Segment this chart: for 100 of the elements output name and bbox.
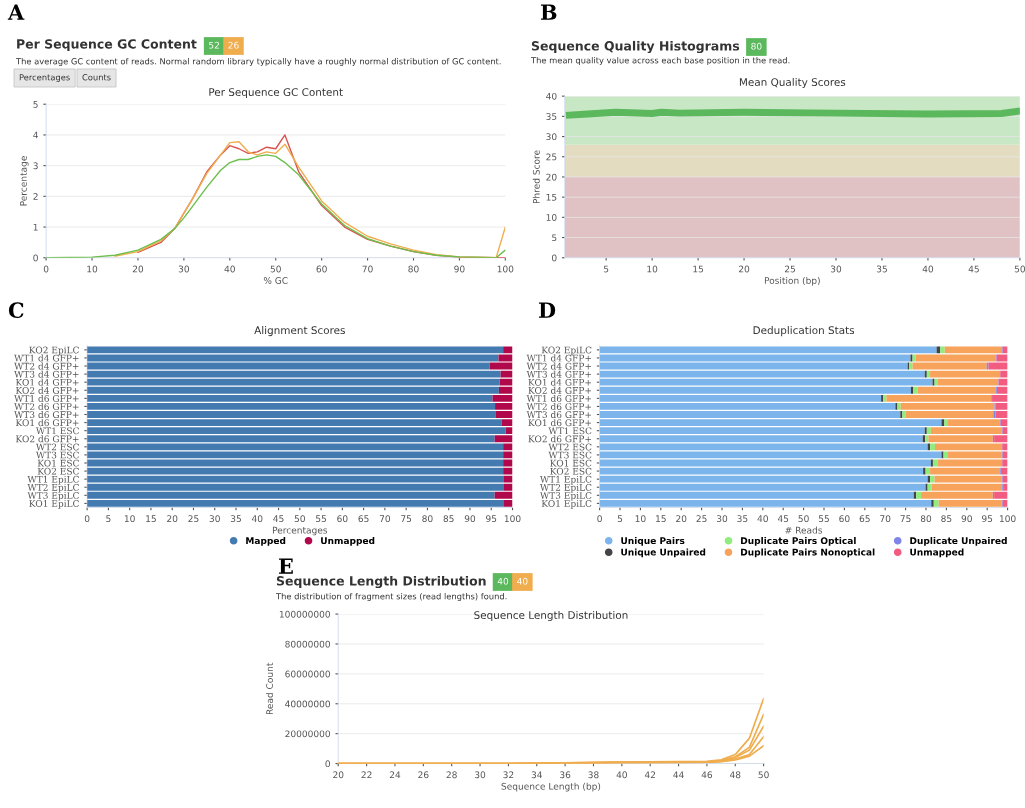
x-tick-label: 45: [273, 515, 284, 523]
chart-title: Sequence Length Distribution: [276, 575, 486, 589]
x-tick-label: 10: [647, 265, 658, 273]
x-tick-label: 10: [87, 265, 98, 273]
legend-label: Duplicate Pairs Optical: [741, 537, 856, 546]
x-tick-label: 15: [693, 265, 704, 273]
x-tick-label: 70: [362, 265, 373, 273]
x-tick-label: 100: [504, 515, 521, 523]
text: 26: [228, 41, 239, 49]
x-tick-label: 90: [454, 265, 465, 273]
x-tick-label: 20: [333, 771, 344, 779]
x-tick-label: 0: [84, 515, 90, 523]
legend-label: Unique Pairs: [621, 537, 685, 546]
x-tick-label: 15: [146, 515, 156, 523]
y-tick-label: WT3 EpiLC: [27, 492, 79, 501]
x-tick-label: 100: [999, 515, 1016, 523]
chart-subtitle: The average GC content of reads. Normal random library typically have a roughly normal distribution of GC content.: [15, 57, 501, 67]
x-tick-label: 25: [696, 515, 707, 523]
x-tick-label: 40: [224, 265, 235, 273]
x-tick-label: 50: [294, 515, 305, 523]
x-tick-label: 42: [644, 771, 656, 779]
x-tick-label: 65: [859, 515, 870, 523]
text: Counts: [82, 74, 111, 81]
x-tick-label: 24: [389, 771, 401, 779]
x-axis-title: Sequence Length (bp): [501, 782, 601, 792]
text: A: [7, 4, 25, 20]
y-tick-label: WT2 d4 GFP+: [526, 362, 592, 370]
y-tick-label: 20: [546, 173, 557, 181]
y-tick-label: 0: [551, 254, 557, 262]
y-tick-label: WT1 d4 GFP+: [14, 354, 79, 362]
y-tick-label: 100000000: [279, 610, 331, 618]
y-tick-label: WT1 EpiLC: [27, 475, 79, 485]
x-tick-label: 30: [209, 515, 220, 523]
x-tick-label: 40: [616, 771, 627, 779]
text: D: [538, 302, 556, 318]
y-axis-title: Percentage: [20, 156, 29, 206]
y-tick-label: KO2 ESC: [37, 467, 79, 475]
text: C: [8, 302, 24, 319]
x-tick-label: 20: [132, 265, 144, 273]
y-tick-label: KO1 ESC: [550, 459, 592, 467]
chart-title: Deduplication Stats: [753, 326, 855, 337]
text: 40: [517, 577, 528, 585]
x-tick-label: 5: [106, 515, 111, 523]
x-tick-label: 20: [738, 265, 750, 273]
x-tick-label: 44: [673, 771, 684, 779]
y-tick-label: WT2 d6 GFP+: [14, 402, 79, 410]
x-tick-label: 80: [920, 515, 932, 523]
y-tick-label: WT1 EpiLC: [539, 475, 592, 485]
y-tick-label: 5: [552, 234, 557, 242]
chart-title: Alignment Scores: [254, 326, 345, 337]
x-tick-label: 26: [418, 771, 429, 779]
y-tick-label: WT1 d4 GFP+: [526, 354, 592, 362]
x-tick-label: 50: [270, 265, 281, 273]
x-tick-label: 80: [422, 515, 433, 523]
y-tick-label: WT2 d6 GFP+: [526, 402, 592, 410]
y-tick-label: 0: [33, 254, 38, 262]
y-tick-label: 40000000: [285, 700, 331, 708]
y-tick-label: WT3 ESC: [35, 451, 79, 459]
x-tick-label: 35: [737, 515, 748, 523]
x-tick-label: 50: [758, 771, 769, 779]
x-tick-label: 80: [408, 265, 419, 273]
x-tick-label: 32: [503, 771, 514, 779]
x-tick-label: 40: [251, 515, 263, 523]
x-tick-label: 60: [337, 515, 348, 523]
y-tick-label: KO1 EpiLC: [541, 500, 592, 509]
text: Per Sequence GC Content: [209, 88, 343, 99]
x-tick-label: 30: [178, 265, 190, 273]
text: B: [540, 4, 557, 20]
x-tick-label: 50: [1014, 265, 1025, 273]
y-tick-label: KO2 d6 GFP+: [15, 435, 79, 443]
x-tick-label: 95: [486, 515, 497, 523]
y-tick-label: 20000000: [285, 730, 331, 738]
y-tick-label: WT2 EpiLC: [539, 483, 592, 493]
x-tick-label: 35: [230, 515, 241, 523]
y-tick-label: 60000000: [285, 670, 331, 678]
y-tick-label: KO1 d4 GFP+: [15, 378, 79, 386]
x-tick-label: 30: [716, 515, 728, 523]
x-tick-label: 10: [124, 515, 135, 523]
y-axis-title: Phred Score: [532, 150, 540, 204]
y-tick-label: WT2 ESC: [35, 443, 79, 451]
x-axis-title: % GC: [263, 277, 288, 284]
x-tick-label: 75: [401, 515, 412, 523]
x-tick-label: 65: [358, 515, 369, 523]
y-tick-label: WT1 d6 GFP+: [526, 394, 592, 402]
y-tick-label: WT3 d6 GFP+: [14, 411, 79, 419]
x-tick-label: 60: [316, 265, 327, 273]
y-tick-label: WT3 d4 GFP+: [14, 370, 79, 378]
x-tick-label: 20: [167, 515, 178, 523]
x-tick-label: 5: [617, 515, 623, 523]
x-axis-title: # Reads: [785, 526, 823, 534]
text: E: [278, 558, 293, 574]
x-tick-label: 45: [777, 515, 789, 523]
x-tick-label: 70: [880, 515, 891, 523]
y-tick-label: KO1 d6 GFP+: [528, 419, 592, 427]
x-tick-label: 60: [839, 515, 850, 523]
x-tick-label: 50: [798, 515, 809, 523]
x-tick-label: 40: [922, 265, 934, 273]
x-tick-label: 20: [676, 515, 687, 523]
y-tick-label: 0: [325, 760, 331, 768]
y-tick-label: 25: [546, 153, 557, 161]
